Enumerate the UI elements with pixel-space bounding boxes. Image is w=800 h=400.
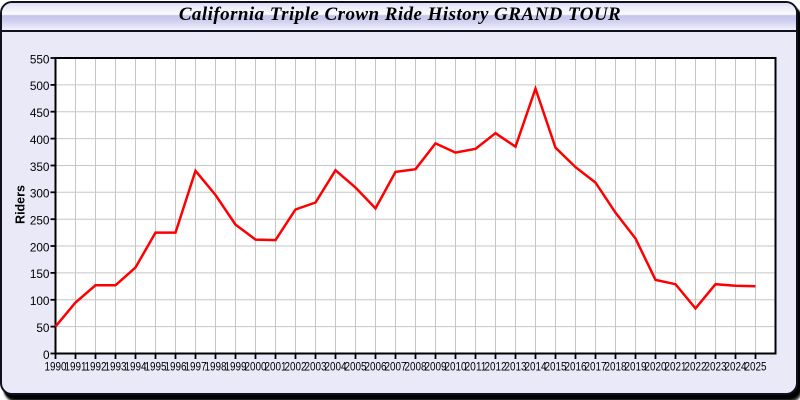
svg-text:2003: 2003 <box>305 360 327 374</box>
svg-text:2014: 2014 <box>525 360 547 374</box>
svg-text:2004: 2004 <box>325 360 347 374</box>
svg-text:2010: 2010 <box>445 360 467 374</box>
svg-text:300: 300 <box>30 187 50 201</box>
svg-text:150: 150 <box>30 267 50 281</box>
svg-text:2019: 2019 <box>625 360 647 374</box>
svg-text:200: 200 <box>30 240 50 254</box>
svg-text:1996: 1996 <box>165 360 187 374</box>
svg-text:2020: 2020 <box>645 360 667 374</box>
svg-text:1998: 1998 <box>205 360 227 374</box>
svg-text:2013: 2013 <box>505 360 527 374</box>
svg-text:2015: 2015 <box>545 360 567 374</box>
svg-text:2016: 2016 <box>565 360 587 374</box>
svg-text:2011: 2011 <box>465 360 487 374</box>
svg-text:2012: 2012 <box>485 360 507 374</box>
svg-text:250: 250 <box>30 214 50 228</box>
svg-text:Riders: Riders <box>14 185 28 224</box>
svg-text:2017: 2017 <box>585 360 607 374</box>
svg-text:2007: 2007 <box>385 360 407 374</box>
svg-text:2022: 2022 <box>685 360 707 374</box>
svg-text:500: 500 <box>30 79 50 93</box>
svg-text:2001: 2001 <box>265 360 287 374</box>
svg-text:1992: 1992 <box>85 360 107 374</box>
svg-text:350: 350 <box>30 160 50 174</box>
svg-text:2002: 2002 <box>285 360 307 374</box>
svg-text:450: 450 <box>30 106 50 120</box>
svg-text:0: 0 <box>43 348 50 362</box>
svg-text:2018: 2018 <box>605 360 627 374</box>
svg-text:1993: 1993 <box>105 360 127 374</box>
svg-text:2008: 2008 <box>405 360 427 374</box>
svg-text:2021: 2021 <box>665 360 687 374</box>
svg-text:1990: 1990 <box>45 360 67 374</box>
svg-text:1991: 1991 <box>65 360 87 374</box>
svg-text:2023: 2023 <box>705 360 727 374</box>
svg-text:50: 50 <box>36 321 50 335</box>
svg-text:2005: 2005 <box>345 360 367 374</box>
svg-text:2024: 2024 <box>725 360 747 374</box>
svg-text:400: 400 <box>30 133 50 147</box>
svg-text:1997: 1997 <box>185 360 207 374</box>
svg-text:1995: 1995 <box>145 360 167 374</box>
svg-text:2006: 2006 <box>365 360 387 374</box>
svg-text:2009: 2009 <box>425 360 447 374</box>
svg-text:1999: 1999 <box>225 360 247 374</box>
svg-text:1994: 1994 <box>125 360 147 374</box>
svg-text:550: 550 <box>30 52 50 66</box>
svg-text:100: 100 <box>30 294 50 308</box>
svg-text:2025: 2025 <box>745 360 767 374</box>
svg-text:2000: 2000 <box>245 360 267 374</box>
